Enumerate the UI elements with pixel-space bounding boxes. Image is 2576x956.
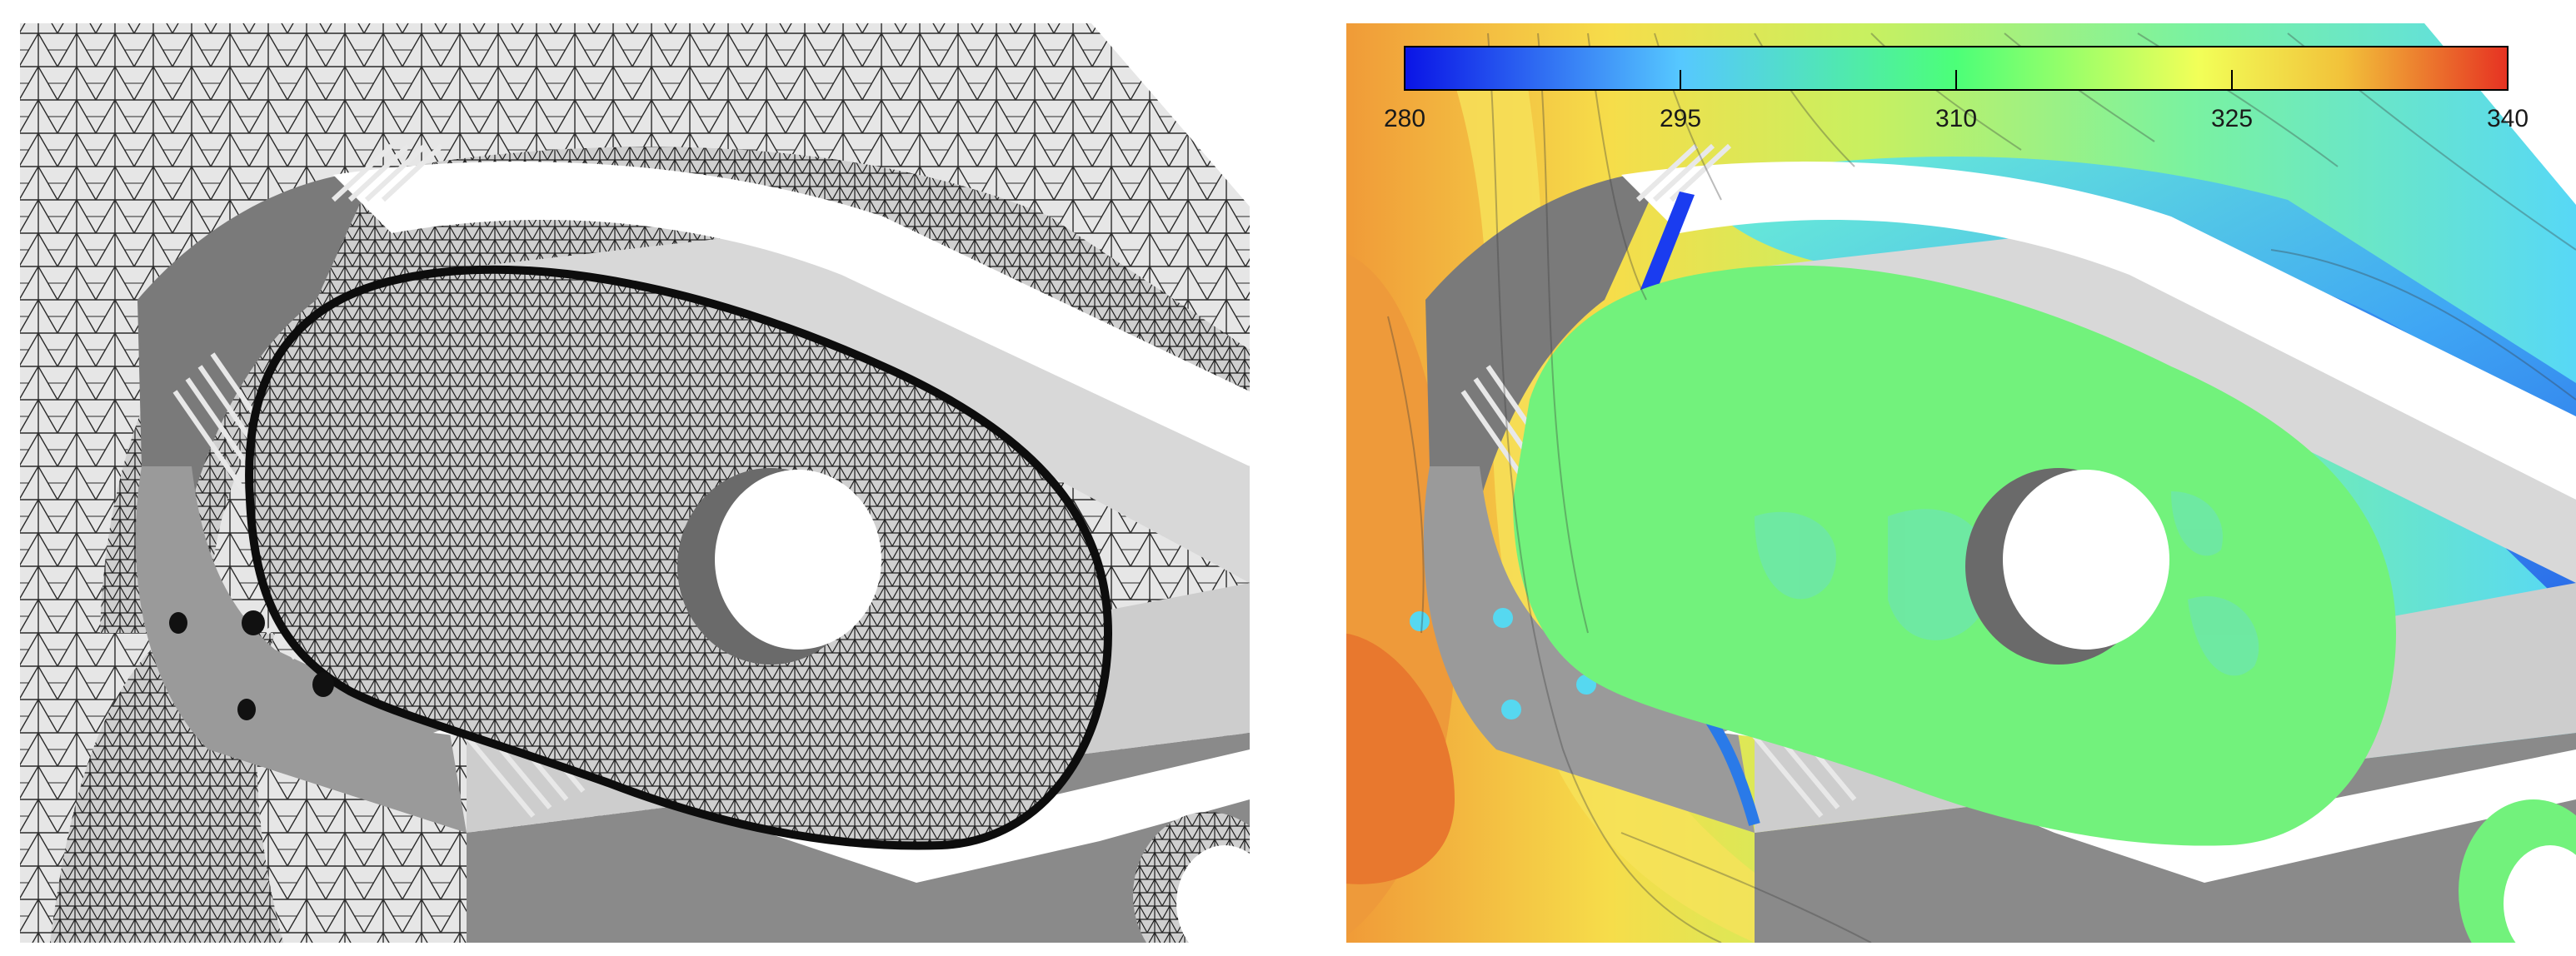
upper-gap-white [1621, 162, 2576, 500]
colorbar-label-280: 280 [1384, 105, 1425, 132]
secondary-bore-hole [2504, 845, 2576, 943]
contour-figure: 280 295 310 325 340 [1346, 23, 2576, 943]
mesh-figure [20, 23, 1250, 943]
bore-hole [715, 470, 881, 650]
upper-gap-white [333, 162, 1250, 466]
mesh-panel [20, 23, 1250, 943]
secondary-bore-hole [1176, 845, 1250, 943]
upper-wall-solid [137, 171, 375, 533]
cooling-hole-1 [169, 612, 187, 634]
cooling-hole-2 [242, 610, 265, 635]
colorbar-ticks [1680, 70, 2233, 90]
rear-strut-light [475, 225, 1250, 583]
colorbar-label-310: 310 [1935, 105, 1977, 132]
vane-cool-patches [1755, 491, 2259, 676]
lower-wall-solid [135, 466, 467, 833]
cooling-hole-spots [1410, 608, 1596, 719]
cooling-hole-3 [312, 672, 334, 697]
mesh-domain [20, 23, 1250, 943]
upper-wall-solid [1425, 171, 1663, 533]
contour-domain [1346, 23, 2576, 943]
hot-core [1346, 633, 1455, 884]
cooling-fins-upper [172, 143, 444, 501]
bore-hole [2003, 470, 2169, 650]
lower-wall-solid [1423, 466, 1755, 833]
colorbar-label-340: 340 [2487, 105, 2529, 132]
cooling-hole-4 [237, 699, 256, 720]
colorbar-label-325: 325 [2211, 105, 2253, 132]
colorbar-label-295: 295 [1660, 105, 1701, 132]
contour-panel: 280 295 310 325 340 [1288, 0, 2576, 956]
colorbar: 280 295 310 325 340 [1384, 46, 2529, 132]
